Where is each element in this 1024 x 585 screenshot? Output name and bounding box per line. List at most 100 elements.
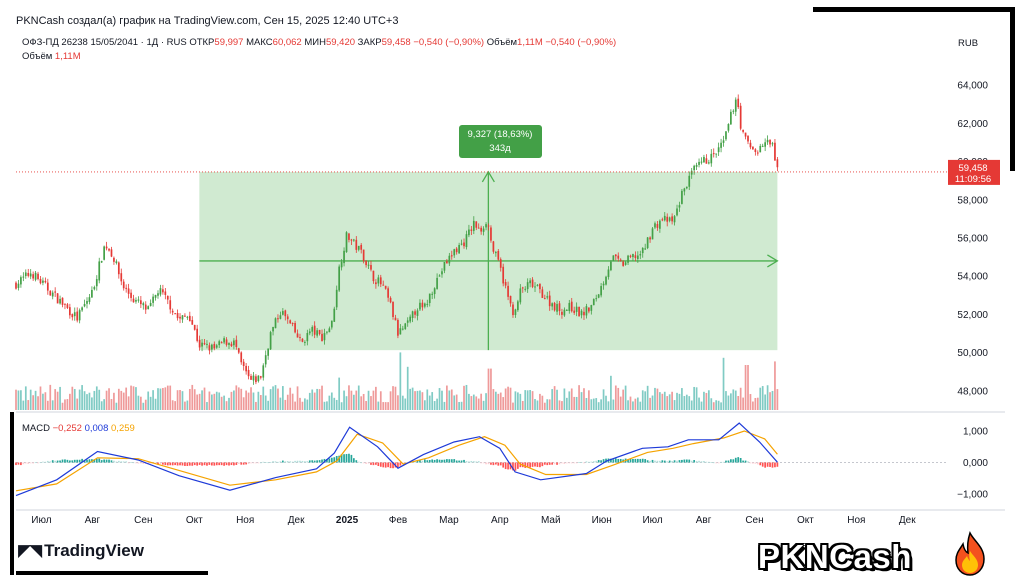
volume-bar xyxy=(291,393,294,410)
candle xyxy=(575,306,578,312)
open-label: ОТКР xyxy=(189,37,215,48)
volume-bar xyxy=(565,397,568,410)
volume-bar xyxy=(536,400,539,410)
macd-histogram-bar xyxy=(720,461,722,463)
volume-bar xyxy=(328,395,331,410)
currency-label[interactable]: RUB xyxy=(958,38,979,49)
time-tick-label: Июн xyxy=(592,515,612,526)
macd-histogram-bar xyxy=(242,462,245,465)
volume-bar xyxy=(71,386,74,410)
macd-histogram-bar xyxy=(561,462,563,464)
volume-legend[interactable]: Объём 1,11M xyxy=(22,51,81,62)
candle xyxy=(693,165,696,171)
volume-bar xyxy=(105,390,108,410)
volume-bar xyxy=(360,396,363,410)
macd-histogram-bar xyxy=(712,462,715,464)
volume-bar xyxy=(531,391,534,410)
volume-bar xyxy=(323,401,326,410)
volume-bar xyxy=(355,390,358,410)
volume-bar xyxy=(717,400,720,410)
volume-bar xyxy=(76,398,79,410)
candle xyxy=(105,246,108,249)
candle xyxy=(191,320,194,325)
tradingview-logo[interactable]: ◤◥ TradingView xyxy=(18,541,144,561)
last-price-label: 59,458 11:09:56 xyxy=(948,159,1000,185)
volume-bar xyxy=(24,386,27,410)
macd-histogram-bar xyxy=(132,462,135,464)
candle xyxy=(157,293,159,296)
time-tick-label: Июл xyxy=(31,515,51,526)
candle xyxy=(499,259,502,268)
candle xyxy=(213,343,216,349)
volume-bar xyxy=(411,387,414,410)
candle xyxy=(103,246,105,260)
candle xyxy=(321,333,323,342)
volume-bar xyxy=(399,352,402,410)
candle xyxy=(32,274,34,279)
candle xyxy=(228,342,230,345)
volume-bar xyxy=(678,393,681,410)
macd-histogram-bar xyxy=(475,461,478,463)
volume-bar xyxy=(37,396,39,410)
macd-histogram-bar xyxy=(95,458,98,463)
macd-histogram-bar xyxy=(318,460,321,463)
macd-hist-value: −0,252 xyxy=(52,423,82,434)
candle xyxy=(725,131,727,140)
volume-bar xyxy=(646,385,649,410)
candle xyxy=(140,300,142,305)
candle xyxy=(419,302,421,310)
macd-histogram-bar xyxy=(130,462,132,463)
candle xyxy=(39,278,42,284)
ohlc-legend[interactable]: ОФЗ-ПД 26238 15/05/2041 · 1Д · RUS ОТКР5… xyxy=(22,37,616,48)
macd-histogram-bar xyxy=(685,459,688,463)
macd-histogram-bar xyxy=(49,461,52,463)
macd-legend[interactable]: MACD −0,252 0,008 0,259 xyxy=(22,423,135,434)
macd-histogram-bar xyxy=(514,462,517,471)
volume-bar xyxy=(157,388,159,410)
volume-bar xyxy=(602,389,605,410)
volume-bar xyxy=(54,389,57,410)
candle xyxy=(362,249,365,261)
volume-bar xyxy=(304,398,306,410)
macd-histogram-bar xyxy=(257,462,260,464)
volume-bar xyxy=(299,397,301,410)
symbol-title[interactable]: ОФЗ-ПД 26238 15/05/2041 · 1Д · RUS xyxy=(22,37,187,48)
candle xyxy=(379,277,382,285)
volume-bar xyxy=(769,392,771,410)
macd-histogram-bar xyxy=(108,459,110,463)
volume-bar xyxy=(771,390,774,410)
candle xyxy=(695,165,698,167)
macd-histogram-bar xyxy=(614,458,617,463)
candle xyxy=(634,255,637,259)
volume-bar xyxy=(548,399,551,410)
macd-histogram-bar xyxy=(105,459,108,463)
volume-bar xyxy=(259,395,262,410)
volume-bar xyxy=(595,398,598,410)
volume-bar xyxy=(497,393,500,410)
volume-bar xyxy=(32,395,34,410)
candle xyxy=(649,237,651,240)
macd-histogram-bar xyxy=(661,460,664,463)
candle xyxy=(624,262,627,265)
volume-bar xyxy=(673,400,676,410)
macd-histogram-bar xyxy=(651,459,654,463)
macd-histogram-bar xyxy=(117,460,120,463)
volume-bar xyxy=(27,400,30,410)
macd-histogram-bar xyxy=(646,460,649,463)
volume-bar xyxy=(641,390,644,410)
time-tick-label: Май xyxy=(541,515,561,526)
macd-histogram-bar xyxy=(529,462,531,468)
volume-bar xyxy=(166,385,169,410)
volume-bar xyxy=(764,394,767,410)
macd-histogram-bar xyxy=(188,462,191,466)
macd-histogram-bar xyxy=(294,460,296,463)
time-tick-label: Окт xyxy=(186,515,203,526)
candle xyxy=(414,311,416,315)
macd-histogram-bar xyxy=(42,461,44,463)
candle xyxy=(159,288,162,295)
volume-bar xyxy=(690,400,693,410)
volume-bar xyxy=(81,385,83,410)
frame-bar-bottom xyxy=(16,571,208,575)
volume-bar xyxy=(455,394,458,410)
